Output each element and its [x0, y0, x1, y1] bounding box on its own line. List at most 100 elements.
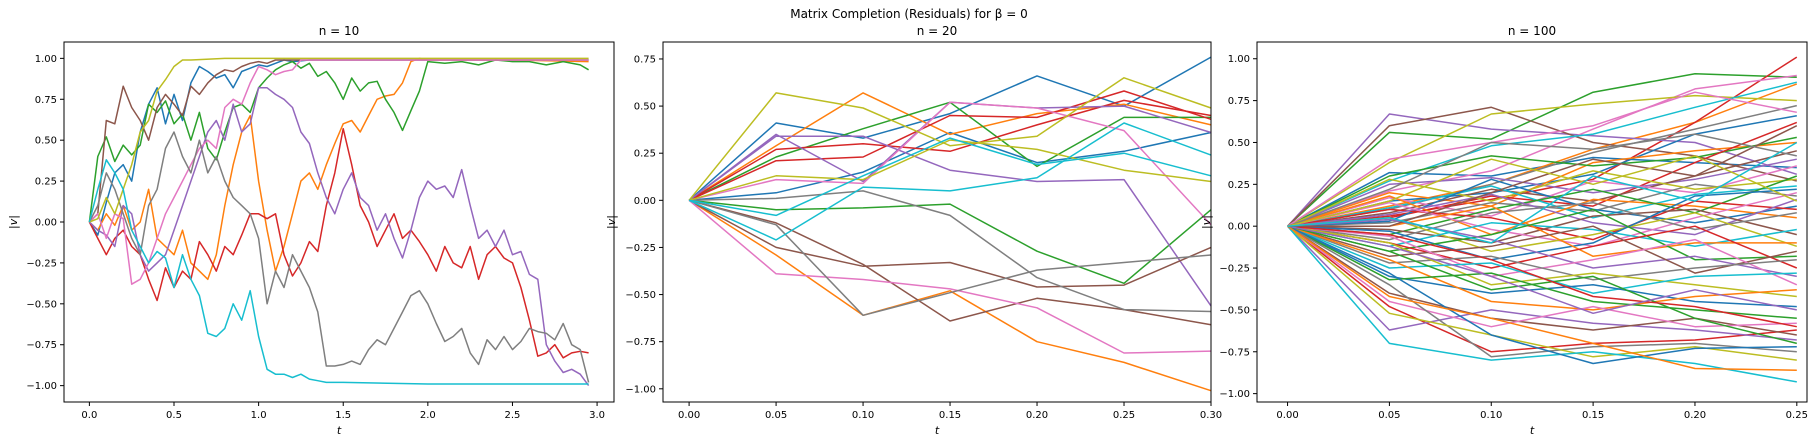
y-tick-label: −0.75 — [26, 340, 57, 351]
x-tick-label: 0.00 — [1276, 410, 1298, 421]
y-tick-label: −0.50 — [1219, 305, 1250, 316]
subplot-n20-xticks: 0.00 0.05 0.10 0.15 0.20 0.25 0.30 — [678, 402, 1222, 421]
series-line-n20-3 — [688, 199, 1212, 392]
series-line-n100-35 — [1287, 225, 1797, 274]
y-tick-label: −0.75 — [625, 337, 656, 348]
y-tick-label: −0.75 — [1219, 347, 1250, 358]
series-line-n20-7 — [688, 99, 1212, 201]
series-line-n100-40 — [1287, 225, 1797, 308]
series-line-n100-23 — [1287, 200, 1797, 241]
series-line-n100-30 — [1287, 188, 1797, 261]
series-line-n10-6 — [88, 59, 589, 285]
y-tick-label: 0.50 — [1228, 138, 1250, 149]
series-line-n100-18 — [1287, 170, 1797, 227]
series-line-n100-53 — [1287, 225, 1797, 328]
x-tick-label: 0.25 — [1786, 410, 1808, 421]
series-line-n100-45 — [1287, 225, 1797, 336]
y-tick-label: −1.00 — [625, 384, 656, 395]
x-tick-label: 2.0 — [420, 410, 436, 421]
y-tick-label: 0.25 — [35, 177, 57, 188]
x-tick-label: 2.5 — [505, 410, 521, 421]
series-line-n20-19 — [688, 137, 1212, 217]
subplot-n100-frame — [1256, 41, 1808, 403]
series-line-n100-6 — [1287, 74, 1797, 227]
series-line-n20-16 — [688, 77, 1212, 201]
series-line-n100-47 — [1287, 225, 1797, 358]
subplot-n10: n = 10 0.0 0.5 1.0 1.5 2.0 2.5 3.0 −1.00−0.75−… — [7, 24, 615, 437]
series-line-n100-42 — [1287, 225, 1797, 320]
subplot-n20-title: n = 20 — [917, 24, 958, 38]
series-line-n100-54 — [1287, 225, 1797, 315]
subplot-n20-xlabel: t — [935, 424, 940, 437]
y-tick-label: 0.75 — [1228, 96, 1250, 107]
subplot-n100-series — [1287, 56, 1798, 383]
y-tick-label: −1.00 — [26, 381, 57, 392]
series-line-n100-2 — [1287, 73, 1797, 227]
x-tick-label: 0.0 — [81, 410, 97, 421]
y-tick-label: 1.00 — [35, 54, 57, 65]
series-line-n20-18 — [688, 122, 1212, 241]
series-line-n100-19 — [1287, 185, 1797, 227]
series-line-n100-52 — [1287, 225, 1797, 345]
y-tick-label: −1.00 — [1219, 389, 1250, 400]
y-tick-label: 0.25 — [1228, 180, 1250, 191]
x-tick-label: 0.05 — [1378, 410, 1400, 421]
x-tick-label: 1.0 — [251, 410, 267, 421]
y-tick-label: 0.75 — [35, 95, 57, 106]
series-line-n100-49 — [1287, 225, 1797, 383]
x-tick-label: 0.00 — [678, 410, 700, 421]
series-line-n10-3 — [88, 127, 589, 359]
series-line-n100-1 — [1287, 83, 1798, 227]
series-line-n100-14 — [1287, 158, 1797, 227]
series-line-n100-41 — [1287, 225, 1797, 311]
series-line-n100-58 — [1287, 155, 1798, 227]
series-line-n100-21 — [1287, 195, 1797, 236]
series-line-n100-17 — [1287, 183, 1797, 227]
y-tick-label: −0.25 — [26, 258, 57, 269]
series-line-n100-59 — [1287, 141, 1798, 244]
series-line-n100-48 — [1287, 225, 1797, 361]
series-line-n10-2 — [88, 59, 589, 223]
y-tick-label: −0.25 — [625, 243, 656, 254]
y-tick-label: 1.00 — [1228, 54, 1250, 65]
series-line-n100-9 — [1287, 81, 1797, 227]
y-tick-label: 0.50 — [634, 102, 656, 113]
series-line-n100-20 — [1287, 178, 1797, 227]
series-line-n20-9 — [688, 135, 1212, 307]
subplot-n10-xlabel: t — [337, 424, 342, 437]
subplot-n10-yticks: −1.00 −0.75 −0.50 −0.25 0.00 0.25 0.50 0.75 1.00 — [26, 54, 64, 392]
series-line-n20-12 — [688, 101, 1212, 226]
series-line-n100-27 — [1287, 201, 1797, 241]
series-line-n100-34 — [1287, 218, 1797, 278]
x-tick-label: 0.10 — [1480, 410, 1502, 421]
series-line-n100-38 — [1287, 225, 1797, 298]
y-tick-label: 0.00 — [1228, 222, 1250, 233]
series-line-n10-8 — [89, 57, 589, 223]
series-line-n20-6 — [688, 90, 1212, 201]
series-line-n10-4 — [88, 87, 590, 387]
series-line-n100-5 — [1287, 106, 1797, 227]
series-line-n100-8 — [1287, 94, 1797, 227]
subplot-n100-xticks: 0.00 0.05 0.10 0.15 0.20 0.25 — [1276, 402, 1808, 421]
subplot-n20-frame — [662, 41, 1212, 403]
series-line-n20-17 — [688, 139, 1212, 202]
subplot-n20-ylabel: |v| — [605, 215, 618, 229]
series-line-n20-15 — [689, 190, 1212, 313]
series-line-n100-51 — [1287, 225, 1797, 371]
subplot-n10-series — [88, 57, 590, 387]
series-line-n100-11 — [1287, 141, 1797, 227]
y-tick-label: −0.25 — [1219, 264, 1250, 275]
series-line-n10-7 — [88, 131, 590, 383]
subplot-n100: n = 100 0.00 0.05 0.10 0.15 0.20 0.25 −1.00 −0… — [1200, 24, 1808, 437]
x-tick-label: 0.05 — [765, 410, 787, 421]
series-line-n100-50 — [1287, 225, 1797, 365]
subplot-n20-yticks: −1.00 −0.75 −0.50 −0.25 0.00 0.25 0.50 0.75 — [625, 54, 663, 395]
y-tick-label: −0.50 — [26, 299, 57, 310]
series-line-n100-12 — [1287, 136, 1797, 227]
series-line-n20-5 — [689, 199, 1212, 285]
subplot-n100-title: n = 100 — [1508, 24, 1556, 38]
x-tick-label: 0.15 — [1582, 410, 1604, 421]
subplot-n20-series — [688, 56, 1212, 392]
y-tick-label: 0.00 — [35, 218, 57, 229]
